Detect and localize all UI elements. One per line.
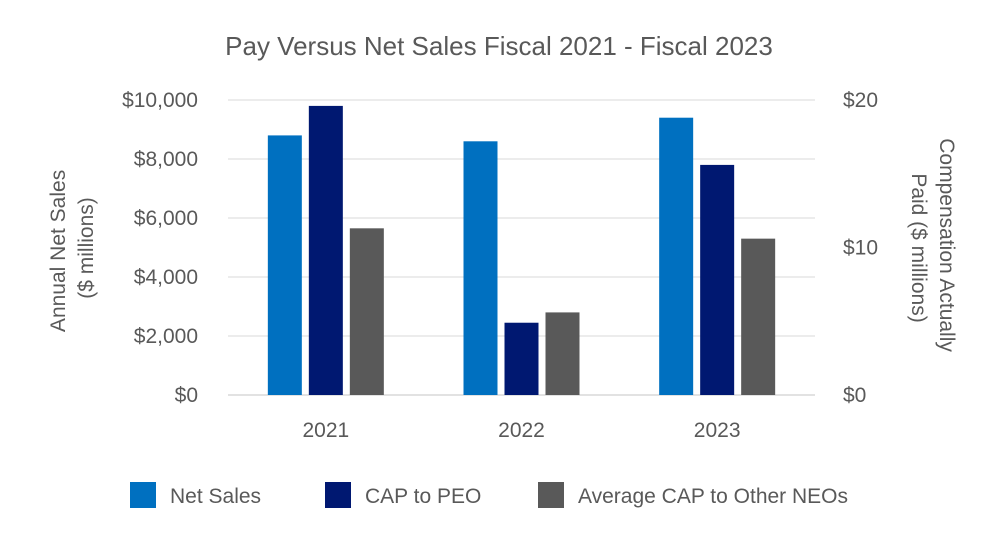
bar-average-cap-to-other-neos-2021 [349,228,384,395]
right-tick-label: $0 [843,384,866,407]
left-axis-label-line2: ($ millions) [75,197,98,299]
right-tick-label: $20 [843,89,878,112]
legend-swatch [130,482,156,508]
left-tick-label: $8,000 [134,148,198,171]
bar-net-sales-2023 [659,117,694,395]
left-tick-label: $4,000 [134,266,198,289]
left-tick-label: $0 [175,384,198,407]
x-axis-ticks: 2021 2022 2023 [302,419,740,442]
legend-swatch [538,482,564,508]
bars [267,105,776,396]
right-axis-label-line1: Compensation Actually [935,138,958,352]
right-axis-label: Compensation Actually Paid ($ millions) [907,138,958,357]
left-tick-label: $2,000 [134,325,198,348]
left-tick-label: $6,000 [134,207,198,230]
bar-cap-to-peo-2021 [308,105,343,396]
bar-net-sales-2022 [463,141,498,395]
right-tick-label: $10 [843,237,878,260]
legend-label: Net Sales [170,485,261,508]
left-axis-label: Annual Net Sales ($ millions) [47,164,98,332]
bar-average-cap-to-other-neos-2023 [741,238,776,395]
right-axis-ticks: $0 $10 $20 [843,89,878,407]
left-axis-ticks: $0 $2,000 $4,000 $6,000 $8,000 $10,000 [122,89,198,407]
bar-cap-to-peo-2022 [504,322,539,395]
left-tick-label: $10,000 [122,89,198,112]
legend-label: Average CAP to Other NEOs [578,485,848,508]
legend-swatch [325,482,351,508]
x-tick-label: 2023 [694,419,741,442]
left-axis-label-line1: Annual Net Sales [47,170,70,332]
bar-net-sales-2021 [267,135,302,395]
x-tick-label: 2021 [302,419,349,442]
bar-average-cap-to-other-neos-2022 [545,312,580,395]
chart-title: Pay Versus Net Sales Fiscal 2021 - Fisca… [225,31,773,61]
bar-cap-to-peo-2023 [700,164,735,395]
legend-label: CAP to PEO [365,485,481,508]
legend: Net Sales CAP to PEO Average CAP to Other … [130,482,848,508]
x-tick-label: 2022 [498,419,545,442]
right-axis-label-line2: Paid ($ millions) [907,173,930,322]
